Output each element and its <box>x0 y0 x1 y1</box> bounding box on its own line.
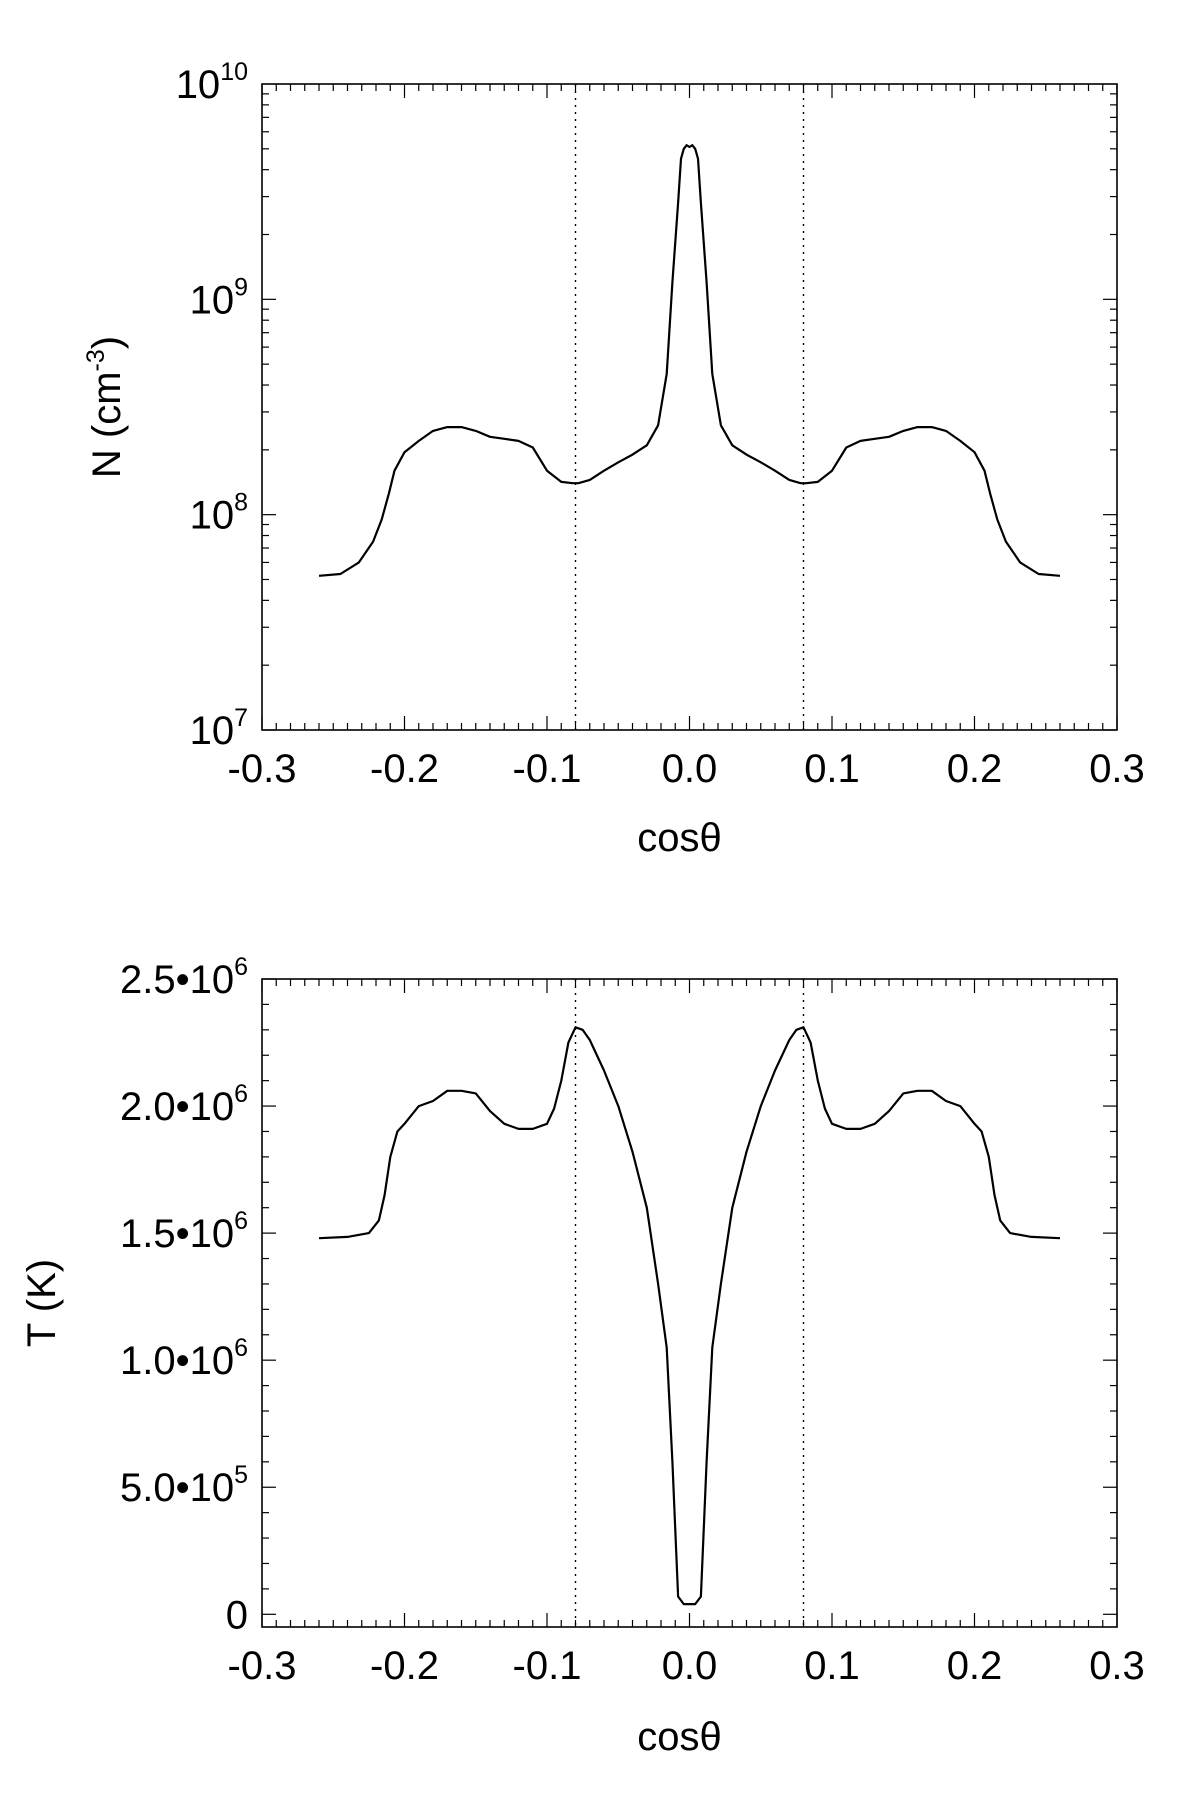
y-tick-label: 107 <box>190 704 248 753</box>
y-tick-label: 108 <box>190 489 248 538</box>
x-axis-title: cosθ <box>637 816 722 860</box>
x-tick-label: 0.3 <box>1089 1644 1145 1688</box>
x-tick-label: 0.0 <box>662 747 718 791</box>
x-tick-label: 0.2 <box>947 1644 1003 1688</box>
y-tick-label: 109 <box>190 273 248 322</box>
x-tick-label: -0.3 <box>228 747 297 791</box>
x-tick-label: 0.2 <box>947 747 1003 791</box>
y-axis-title: N (cm-3) <box>82 336 129 478</box>
x-tick-label: -0.2 <box>370 747 439 791</box>
chart-panel-1: -0.3 -0.2 -0.1 0.0 0.1 0.2 0.3 107 108 109 1010 cos… <box>82 58 1145 860</box>
x-tick-label: 0.0 <box>662 1644 718 1688</box>
y-tick-label: 2.0•106 <box>120 1080 248 1129</box>
x-tick-label: 0.1 <box>804 747 860 791</box>
y-tick-label: 2.5•106 <box>120 953 248 1002</box>
x-tick-label: 0.3 <box>1089 747 1145 791</box>
y-tick-label: 1.5•106 <box>120 1207 248 1256</box>
y-tick-label: 5.0•105 <box>120 1461 248 1510</box>
x-tick-label: -0.2 <box>370 1644 439 1688</box>
y-tick-label: 0 <box>226 1593 248 1637</box>
y-tick-label: 1010 <box>176 58 248 107</box>
x-tick-label: 0.1 <box>804 1644 860 1688</box>
x-tick-label: -0.1 <box>513 747 582 791</box>
y-axis-title: T (K) <box>20 1259 64 1347</box>
chart-panel-2: -0.3 -0.2 -0.1 0.0 0.1 0.2 0.3 0 5.0•105 1.0•106 1… <box>20 953 1145 1759</box>
x-tick-label: -0.3 <box>228 1644 297 1688</box>
x-tick-label: -0.1 <box>513 1644 582 1688</box>
x-axis-title: cosθ <box>637 1715 722 1759</box>
data-line-series-1 <box>318 1026 1061 1606</box>
data-line-series-1 <box>318 144 1061 577</box>
y-tick-label: 1.0•106 <box>120 1334 248 1383</box>
